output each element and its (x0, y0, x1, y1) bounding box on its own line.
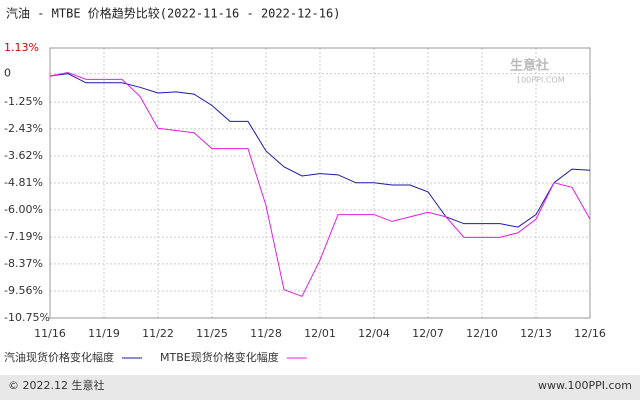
x-tick-label: 12/04 (358, 327, 390, 340)
y-tick-label: -6.00% (4, 203, 43, 216)
y-tick-label: 1.13% (4, 41, 39, 54)
footer-bar (0, 375, 640, 400)
x-tick-label: 11/19 (88, 327, 120, 340)
x-tick-label: 11/25 (196, 327, 228, 340)
footer-right: www.100PPI.com (538, 379, 632, 392)
x-tick-label: 11/16 (34, 327, 66, 340)
x-tick-label: 11/22 (142, 327, 174, 340)
x-tick-label: 12/16 (574, 327, 606, 340)
y-tick-label: 0 (4, 67, 11, 80)
y-tick-label: -4.81% (4, 176, 43, 189)
x-tick-label: 11/28 (250, 327, 282, 340)
y-tick-label: -3.62% (4, 149, 43, 162)
plot-frame (49, 47, 591, 319)
footer-left: © 2022.12 生意社 (8, 378, 104, 392)
series-line (49, 73, 591, 228)
y-tick-label: -1.25% (4, 95, 43, 108)
x-tick-label: 12/13 (520, 327, 552, 340)
series-line (49, 72, 591, 298)
watermark: 生意社 (510, 58, 549, 74)
x-tick-label: 12/07 (412, 327, 444, 340)
x-tick-label: 12/01 (304, 327, 336, 340)
y-tick-label: -8.37% (4, 257, 43, 270)
x-tick-label: 12/10 (466, 327, 498, 340)
legend-label: 汽油现货价格变化幅度 (4, 350, 114, 364)
y-tick-label: -7.19% (4, 230, 43, 243)
y-tick-label: -10.75% (4, 311, 50, 324)
watermark-sub: 100PPI.COM (516, 76, 565, 85)
y-tick-label: -9.56% (4, 284, 43, 297)
legend-label: MTBE现货价格变化幅度 (160, 350, 279, 364)
y-tick-label: -2.43% (4, 122, 43, 135)
chart-title: 汽油 - MTBE 价格趋势比较(2022-11-16 - 2022-12-16… (6, 6, 340, 21)
